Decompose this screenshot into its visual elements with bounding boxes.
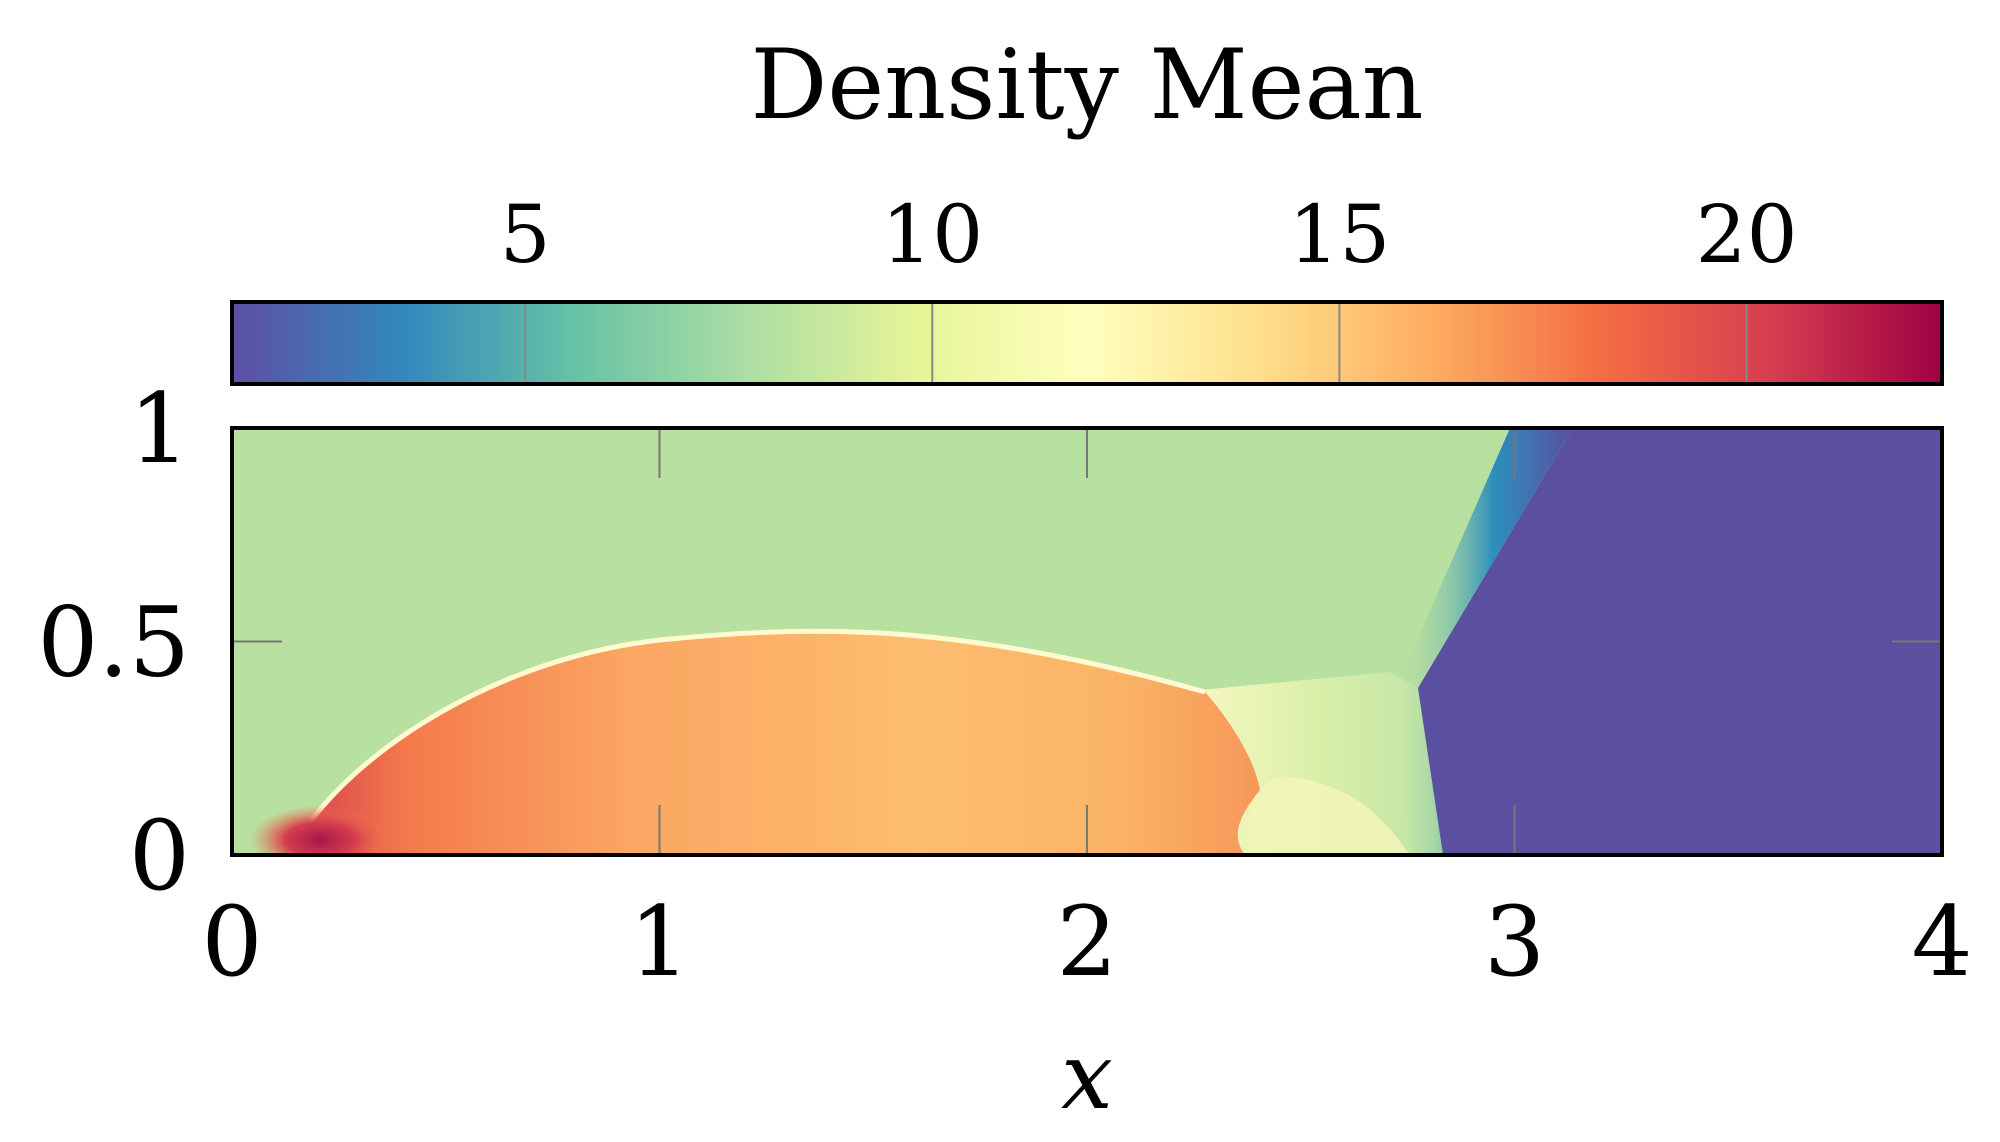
colorbar-frame (230, 300, 1944, 386)
plot-frame (230, 426, 1944, 857)
colorbar-tick-label: 15 (1289, 188, 1391, 281)
shock-front-line (287, 628, 1206, 855)
colorbar-ticks: 5 10 15 20 (500, 188, 1798, 384)
discontinuity-band (1396, 428, 1573, 855)
colorbar-fill (232, 302, 1942, 384)
colorbar: 5 10 15 20 (230, 188, 1944, 386)
density-field (232, 428, 1942, 855)
x-tick-label: 2 (1056, 886, 1117, 998)
x-tick-label: 3 (1484, 886, 1545, 998)
y-tick-label: 0.5 (37, 587, 190, 699)
y-tick-label: 0 (129, 800, 190, 912)
y-tick-label: 1 (129, 373, 190, 485)
y-tick-labels: 00.51 (37, 373, 190, 912)
shocked-layer-region (290, 631, 1260, 855)
colorbar-tick-label: 20 (1696, 188, 1798, 281)
colorbar-tick-label: 10 (881, 188, 983, 281)
low-density-region (1418, 428, 1942, 855)
colorbar-tick-label: 5 (500, 188, 551, 281)
stagnation-peak-region (250, 805, 390, 855)
x-tick-label: 0 (201, 886, 262, 998)
x-tick-labels: 0 1 2 3 4 (201, 886, 1972, 998)
x-axis-label: x (1061, 1023, 1113, 1130)
wake-swirl (1247, 776, 1410, 855)
chart-title: Density Mean (750, 29, 1423, 141)
x-tick-label: 4 (1911, 886, 1972, 998)
x-tick-label: 1 (629, 886, 690, 998)
